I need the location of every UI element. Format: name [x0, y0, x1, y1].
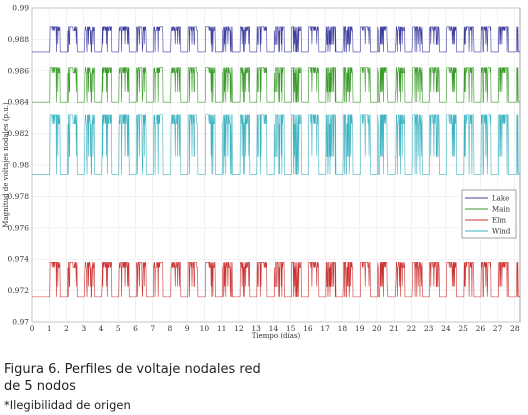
y-tick-label: 0.99 [12, 4, 29, 13]
legend-label-lake: Lake [492, 195, 509, 203]
legend-label-main: Main [492, 206, 511, 214]
x-tick-label: 1 [47, 324, 52, 333]
y-tick-label: 0.986 [8, 66, 30, 75]
figure-caption: Figura 6. Perfiles de voltaje nodales re… [4, 362, 261, 377]
x-tick-label: 24 [441, 324, 451, 333]
voltage-profile-chart: 0 1 2 3 4 5 6 7 8 9 10 11 12 13 14 15 16 17 18 19 20 21 22 23 24… [2, 4, 521, 340]
x-tick-label: 23 [424, 324, 434, 333]
legibility-note: *Ilegibilidad de origen [4, 398, 131, 412]
x-tick-label: 16 [303, 324, 313, 333]
x-tick-label: 19 [355, 324, 365, 333]
x-axis-label: Tiempo (días) [252, 332, 301, 340]
x-tick-label: 9 [185, 324, 190, 333]
x-tick-label: 15 [286, 324, 296, 333]
y-tick-label: 0.976 [8, 223, 30, 232]
x-tick-label: 11 [217, 324, 227, 333]
x-tick-label: 6 [133, 324, 138, 333]
x-tick-label: 27 [493, 324, 503, 333]
legend-label-elm: Elm [492, 217, 506, 225]
x-tick-label: 14 [269, 324, 279, 333]
x-tick-label: 22 [407, 324, 417, 333]
y-tick-labels: 0.97 0.972 0.974 0.976 0.978 0.98 0.982 0.984 0.… [8, 4, 30, 327]
x-tick-label: 21 [389, 324, 399, 333]
series-line-main [32, 67, 520, 103]
x-tick-label: 4 [99, 324, 104, 333]
x-tick-label: 25 [458, 324, 468, 333]
legend: Lake Main Elm Wind [461, 189, 517, 239]
y-tick-label: 0.978 [8, 192, 30, 201]
y-tick-label: 0.984 [8, 98, 30, 107]
series-layer [32, 26, 520, 298]
x-tick-label: 20 [372, 324, 382, 333]
x-tick-label: 10 [200, 324, 210, 333]
y-tick-label: 0.974 [8, 255, 30, 264]
x-tick-label: 12 [234, 324, 244, 333]
legend-label-wind: Wind [492, 228, 511, 236]
grid [31, 7, 520, 323]
x-tick-label: 3 [81, 324, 86, 333]
x-tick-label: 2 [64, 324, 69, 333]
x-tick-label: 5 [116, 324, 121, 333]
x-tick-label: 7 [150, 324, 155, 333]
x-tick-label: 0 [30, 324, 35, 333]
series-line-elm [32, 262, 520, 298]
y-axis-label: Magnitud de voltajes nodales (p.u.) [2, 102, 10, 228]
y-tick-label: 0.982 [8, 129, 30, 138]
y-tick-label: 0.97 [12, 318, 29, 327]
x-tick-label: 13 [251, 324, 261, 333]
series-line-wind [32, 114, 520, 175]
y-tick-label: 0.988 [8, 35, 30, 44]
y-tick-label: 0.98 [12, 161, 29, 170]
x-tick-label: 28 [510, 324, 520, 333]
figure-caption-continued: de 5 nodos [4, 379, 76, 394]
series-line-lake [32, 26, 520, 53]
y-tick-label: 0.972 [8, 286, 30, 295]
x-tick-labels: 0 1 2 3 4 5 6 7 8 9 10 11 12 13 14 15 16 17 18 19 20 21 22 23 24… [30, 324, 520, 333]
x-tick-label: 26 [476, 324, 486, 333]
x-tick-label: 8 [168, 324, 173, 333]
x-tick-label: 17 [320, 324, 330, 333]
x-tick-label: 18 [338, 324, 348, 333]
